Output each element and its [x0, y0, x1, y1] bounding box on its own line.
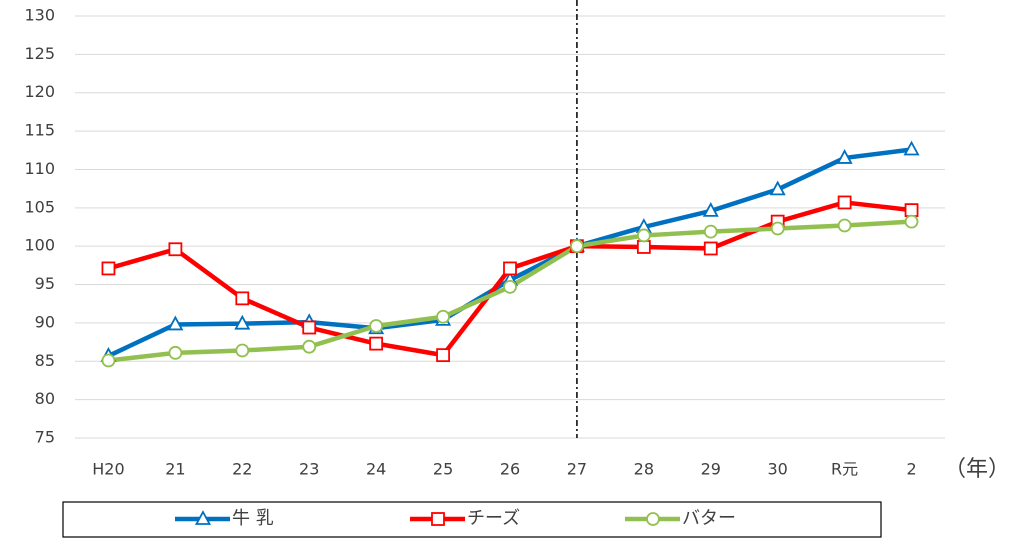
x-tick-label: 28 — [634, 460, 654, 479]
x-tick-label: 26 — [500, 460, 520, 479]
legend-box — [62, 501, 882, 538]
y-tick-label: 130 — [24, 6, 55, 25]
y-tick-label: 120 — [24, 82, 55, 101]
marker — [836, 149, 853, 164]
marker — [369, 319, 384, 333]
marker — [101, 353, 116, 368]
marker — [646, 512, 660, 526]
marker — [101, 261, 116, 276]
marker — [503, 279, 517, 294]
marker — [837, 218, 852, 233]
x-tick-label: 29 — [701, 460, 721, 479]
marker — [235, 343, 250, 358]
marker — [903, 140, 920, 156]
marker — [770, 221, 785, 236]
marker — [837, 195, 852, 210]
x-tick-label: 30 — [768, 460, 788, 479]
marker — [702, 201, 719, 217]
x-tick-label: 22 — [232, 460, 252, 479]
y-tick-label: 90 — [35, 312, 55, 331]
marker — [167, 315, 184, 331]
marker — [194, 510, 212, 525]
x-tick-label: 21 — [165, 460, 185, 479]
marker — [904, 214, 919, 229]
y-tick-label: 125 — [24, 44, 55, 63]
y-tick-label: 75 — [35, 428, 55, 447]
marker — [570, 239, 584, 254]
legend-label: 牛 乳 — [232, 508, 274, 529]
marker — [636, 240, 651, 254]
y-tick-label: 80 — [35, 389, 55, 408]
x-tick-label: 25 — [433, 460, 453, 479]
y-tick-label: 110 — [24, 159, 55, 178]
marker — [436, 309, 450, 324]
marker — [168, 345, 183, 360]
y-tick-label: 85 — [35, 351, 55, 370]
marker — [636, 228, 651, 243]
series-line — [107, 147, 912, 358]
x-unit: （年） — [944, 457, 1010, 482]
x-tick-label: 24 — [366, 460, 386, 479]
marker — [503, 261, 517, 276]
marker — [168, 242, 183, 257]
marker — [431, 512, 445, 526]
x-tick-label: 27 — [567, 460, 587, 479]
x-tick-label: R元 — [831, 460, 858, 479]
y-tick-label: 100 — [24, 236, 55, 255]
marker — [302, 339, 317, 354]
marker — [235, 291, 250, 306]
y-tick-label: 105 — [24, 197, 55, 216]
y-tick-label: 115 — [24, 121, 55, 140]
marker — [769, 180, 786, 196]
marker — [703, 224, 718, 239]
legend-label: チーズ — [467, 508, 520, 529]
x-tick-label: 23 — [299, 460, 319, 479]
x-tick-label: H20 — [92, 460, 124, 479]
marker — [234, 314, 251, 330]
marker — [904, 203, 919, 218]
marker — [302, 320, 317, 335]
marker — [436, 348, 450, 363]
marker — [703, 241, 718, 256]
x-tick-label: 2 — [906, 460, 916, 479]
y-tick-label: 95 — [35, 274, 55, 293]
marker — [369, 336, 384, 351]
legend-label: バター — [682, 508, 736, 529]
